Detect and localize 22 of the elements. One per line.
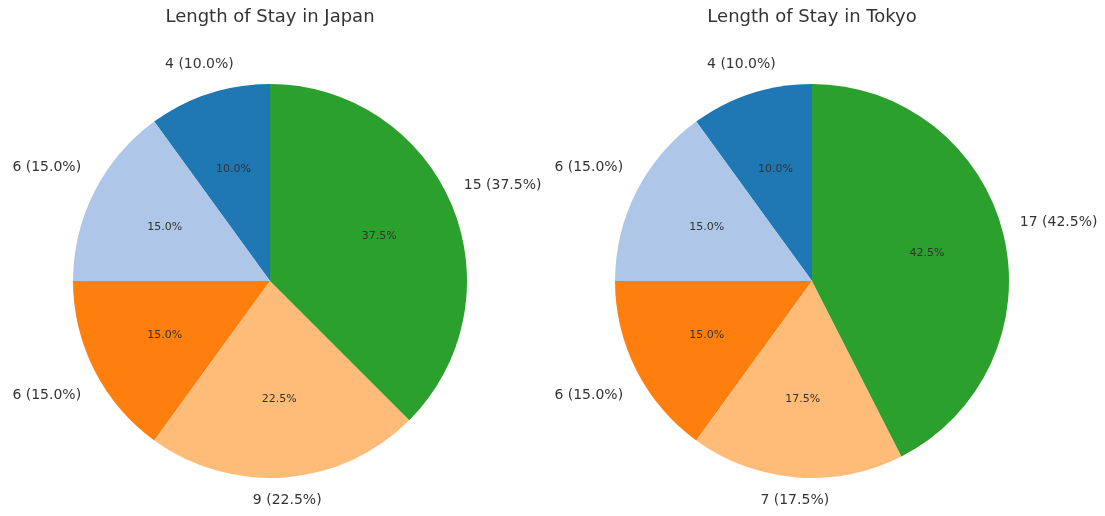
text: 15.0% [689, 327, 725, 341]
data-label: 6 (15.0%) [554, 158, 624, 175]
data-label: 7 (17.5%) [760, 491, 830, 507]
data-label: 6 (15.0%) [12, 158, 82, 175]
text: 10.0% [216, 161, 251, 175]
text: 17.5% [785, 391, 821, 405]
text: 15.0% [689, 220, 725, 234]
chart-title: Length of Stay in Tokyo [707, 5, 917, 26]
data-label: 17 (42.5%) [1019, 212, 1098, 229]
data-label: 4 (10.0%) [165, 54, 234, 71]
text: 42.5% [909, 246, 945, 260]
data-label: 6 (15.0%) [12, 385, 82, 402]
text: 15.0% [147, 220, 183, 234]
data-label: 4 (10.0%) [707, 54, 776, 71]
chart-title: Length of Stay in Japan [165, 5, 375, 26]
text: 37.5% [361, 228, 397, 242]
data-label: 9 (22.5%) [252, 491, 322, 507]
text: 10.0% [758, 161, 793, 175]
text: 15.0% [147, 327, 183, 341]
text: 22.5% [261, 391, 297, 405]
data-label: 6 (15.0%) [554, 385, 624, 402]
data-label: 15 (37.5%) [463, 175, 542, 192]
